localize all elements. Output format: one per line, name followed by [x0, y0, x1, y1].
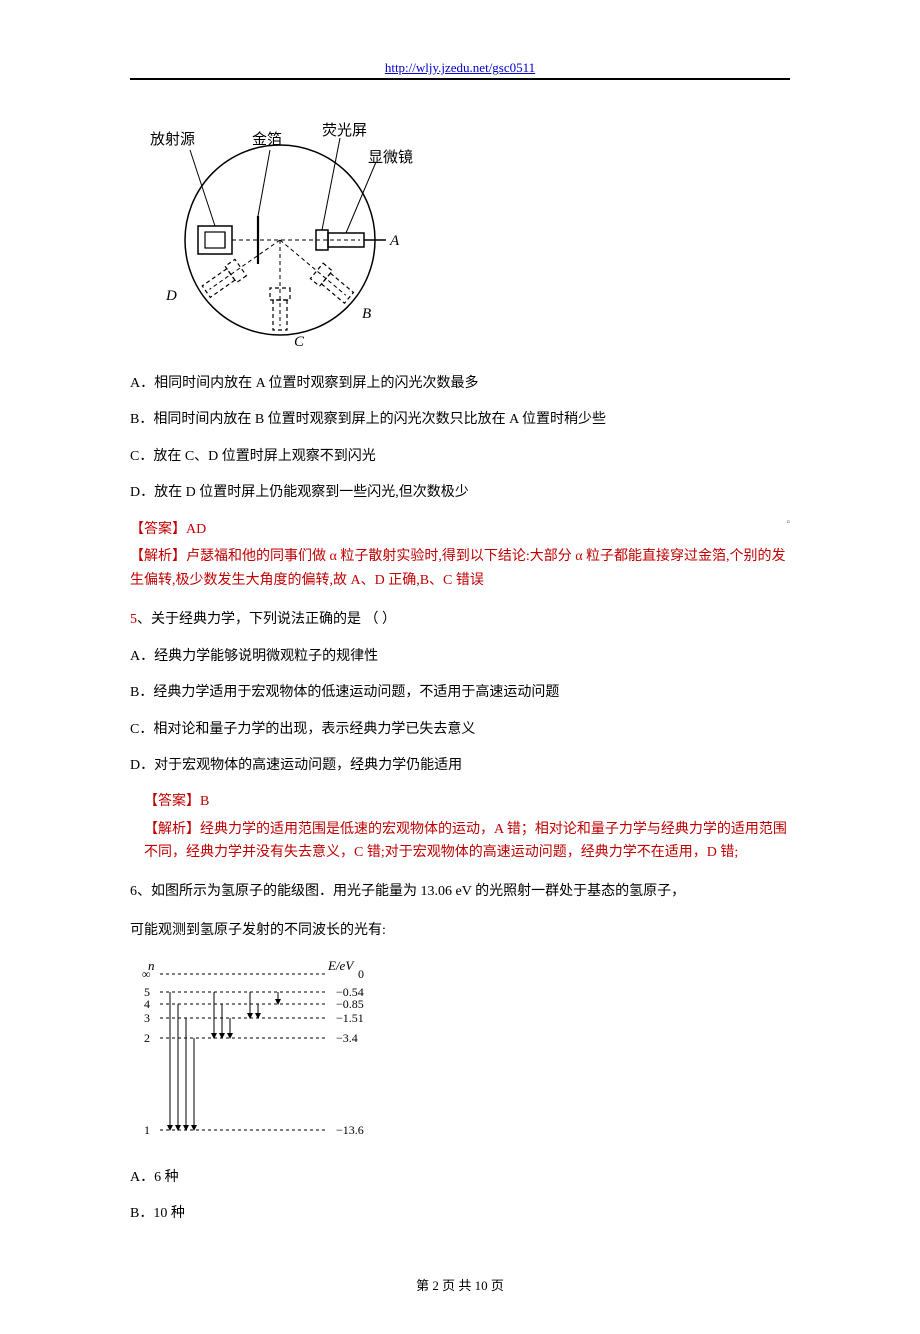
- E-151: −1.51: [336, 1011, 364, 1025]
- energy-level-figure: n E/eV ∞ 5 4 3 2 1 0 −0.54 −0.85 −1.51: [130, 958, 790, 1153]
- label-screen: 荧光屏: [322, 122, 367, 139]
- label-microscope: 显微镜: [368, 148, 413, 166]
- q6-option-B: B．10 种: [130, 1203, 790, 1225]
- energy-level-svg: n E/eV ∞ 5 4 3 2 1 0 −0.54 −0.85 −1.51: [130, 958, 400, 1148]
- q6-number: 6: [130, 884, 137, 899]
- axis-E: E/eV: [327, 958, 355, 973]
- q5-analysis-text: 经典力学的适用范围是低速的宏观物体的运动，A 错；相对论和量子力学与经典力学的适…: [144, 822, 787, 861]
- q4-analysis: 【解析】卢瑟福和他的同事们做 α 粒子散射实验时,得到以下结论:大部分 α 粒子…: [130, 545, 790, 593]
- q6-stem1-text: 、如图所示为氢原子的能级图．用光子能量为 13.06 eV 的光照射一群处于基态…: [137, 884, 685, 899]
- n-inf: ∞: [142, 967, 151, 981]
- q6-stem-line1: 6、如图所示为氢原子的能级图．用光子能量为 13.06 eV 的光照射一群处于基…: [130, 879, 790, 904]
- n-4: 4: [144, 997, 150, 1011]
- q4-answer: 【答案】AD ▫: [130, 519, 790, 541]
- E-136: −13.6: [336, 1123, 364, 1137]
- q5-stem-text: 、关于经典力学，下列说法正确的是 （ ）: [137, 612, 396, 627]
- q4-answer-label: 【答案】: [130, 522, 186, 537]
- q6-stem-line2: 可能观测到氢原子发射的不同波长的光有:: [130, 918, 790, 943]
- q5-number: 5: [130, 612, 137, 627]
- header-rule: [130, 78, 790, 80]
- q5-option-B: B．经典力学适用于宏观物体的低速运动问题，不适用于高速运动问题: [130, 682, 790, 704]
- q5-answer-value: B: [200, 794, 209, 809]
- header-url[interactable]: http://wljy.jzedu.net/gsc0511: [130, 60, 790, 76]
- q5-option-C: C．相对论和量子力学的出现，表示经典力学已失去意义: [130, 719, 790, 741]
- E-0: 0: [358, 967, 364, 981]
- paragraph-marker-icon: ▫: [786, 515, 790, 531]
- q5-answer: 【答案】B: [130, 791, 790, 813]
- q5-answer-label: 【答案】: [144, 794, 200, 809]
- n-3: 3: [144, 1011, 150, 1025]
- alpha-scattering-figure: 放射源 金箔 荧光屏 显微镜 A B C D: [130, 120, 790, 355]
- label-foil: 金箔: [252, 131, 282, 148]
- q4-option-D: D．放在 D 位置时屏上仍能观察到一些闪光,但次数极少: [130, 482, 790, 504]
- q4-option-C: C．放在 C、D 位置时屏上观察不到闪光: [130, 446, 790, 468]
- q6-option-A: A．6 种: [130, 1167, 790, 1189]
- q5-stem: 5、关于经典力学，下列说法正确的是 （ ）: [130, 607, 790, 632]
- alpha-scattering-svg: 放射源 金箔 荧光屏 显微镜 A B C D: [130, 120, 430, 350]
- label-B: B: [362, 306, 371, 322]
- E-34: −3.4: [336, 1031, 358, 1045]
- E-085: −0.85: [336, 997, 364, 1011]
- q4-option-A: A．相同时间内放在 A 位置时观察到屏上的闪光次数最多: [130, 373, 790, 395]
- q4-option-B: B．相同时间内放在 B 位置时观察到屏上的闪光次数只比放在 A 位置时稍少些: [130, 409, 790, 431]
- q5-option-D: D．对于宏观物体的高速运动问题，经典力学仍能适用: [130, 755, 790, 777]
- label-D: D: [165, 288, 177, 304]
- label-source: 放射源: [150, 131, 195, 148]
- q5-analysis: 【解析】经典力学的适用范围是低速的宏观物体的运动，A 错；相对论和量子力学与经典…: [130, 818, 790, 866]
- q4-analysis-text: 卢瑟福和他的同事们做 α 粒子散射实验时,得到以下结论:大部分 α 粒子都能直接…: [130, 549, 786, 588]
- n-1: 1: [144, 1123, 150, 1137]
- q4-analysis-label: 【解析】: [130, 549, 186, 564]
- q5-option-A: A．经典力学能够说明微观粒子的规律性: [130, 646, 790, 668]
- q4-answer-value: AD: [186, 522, 206, 537]
- q5-analysis-label: 【解析】: [144, 822, 200, 837]
- n-2: 2: [144, 1031, 150, 1045]
- label-C: C: [294, 334, 305, 350]
- page-footer: 第 2 页 共 10 页: [130, 1275, 790, 1294]
- label-A: A: [389, 233, 400, 249]
